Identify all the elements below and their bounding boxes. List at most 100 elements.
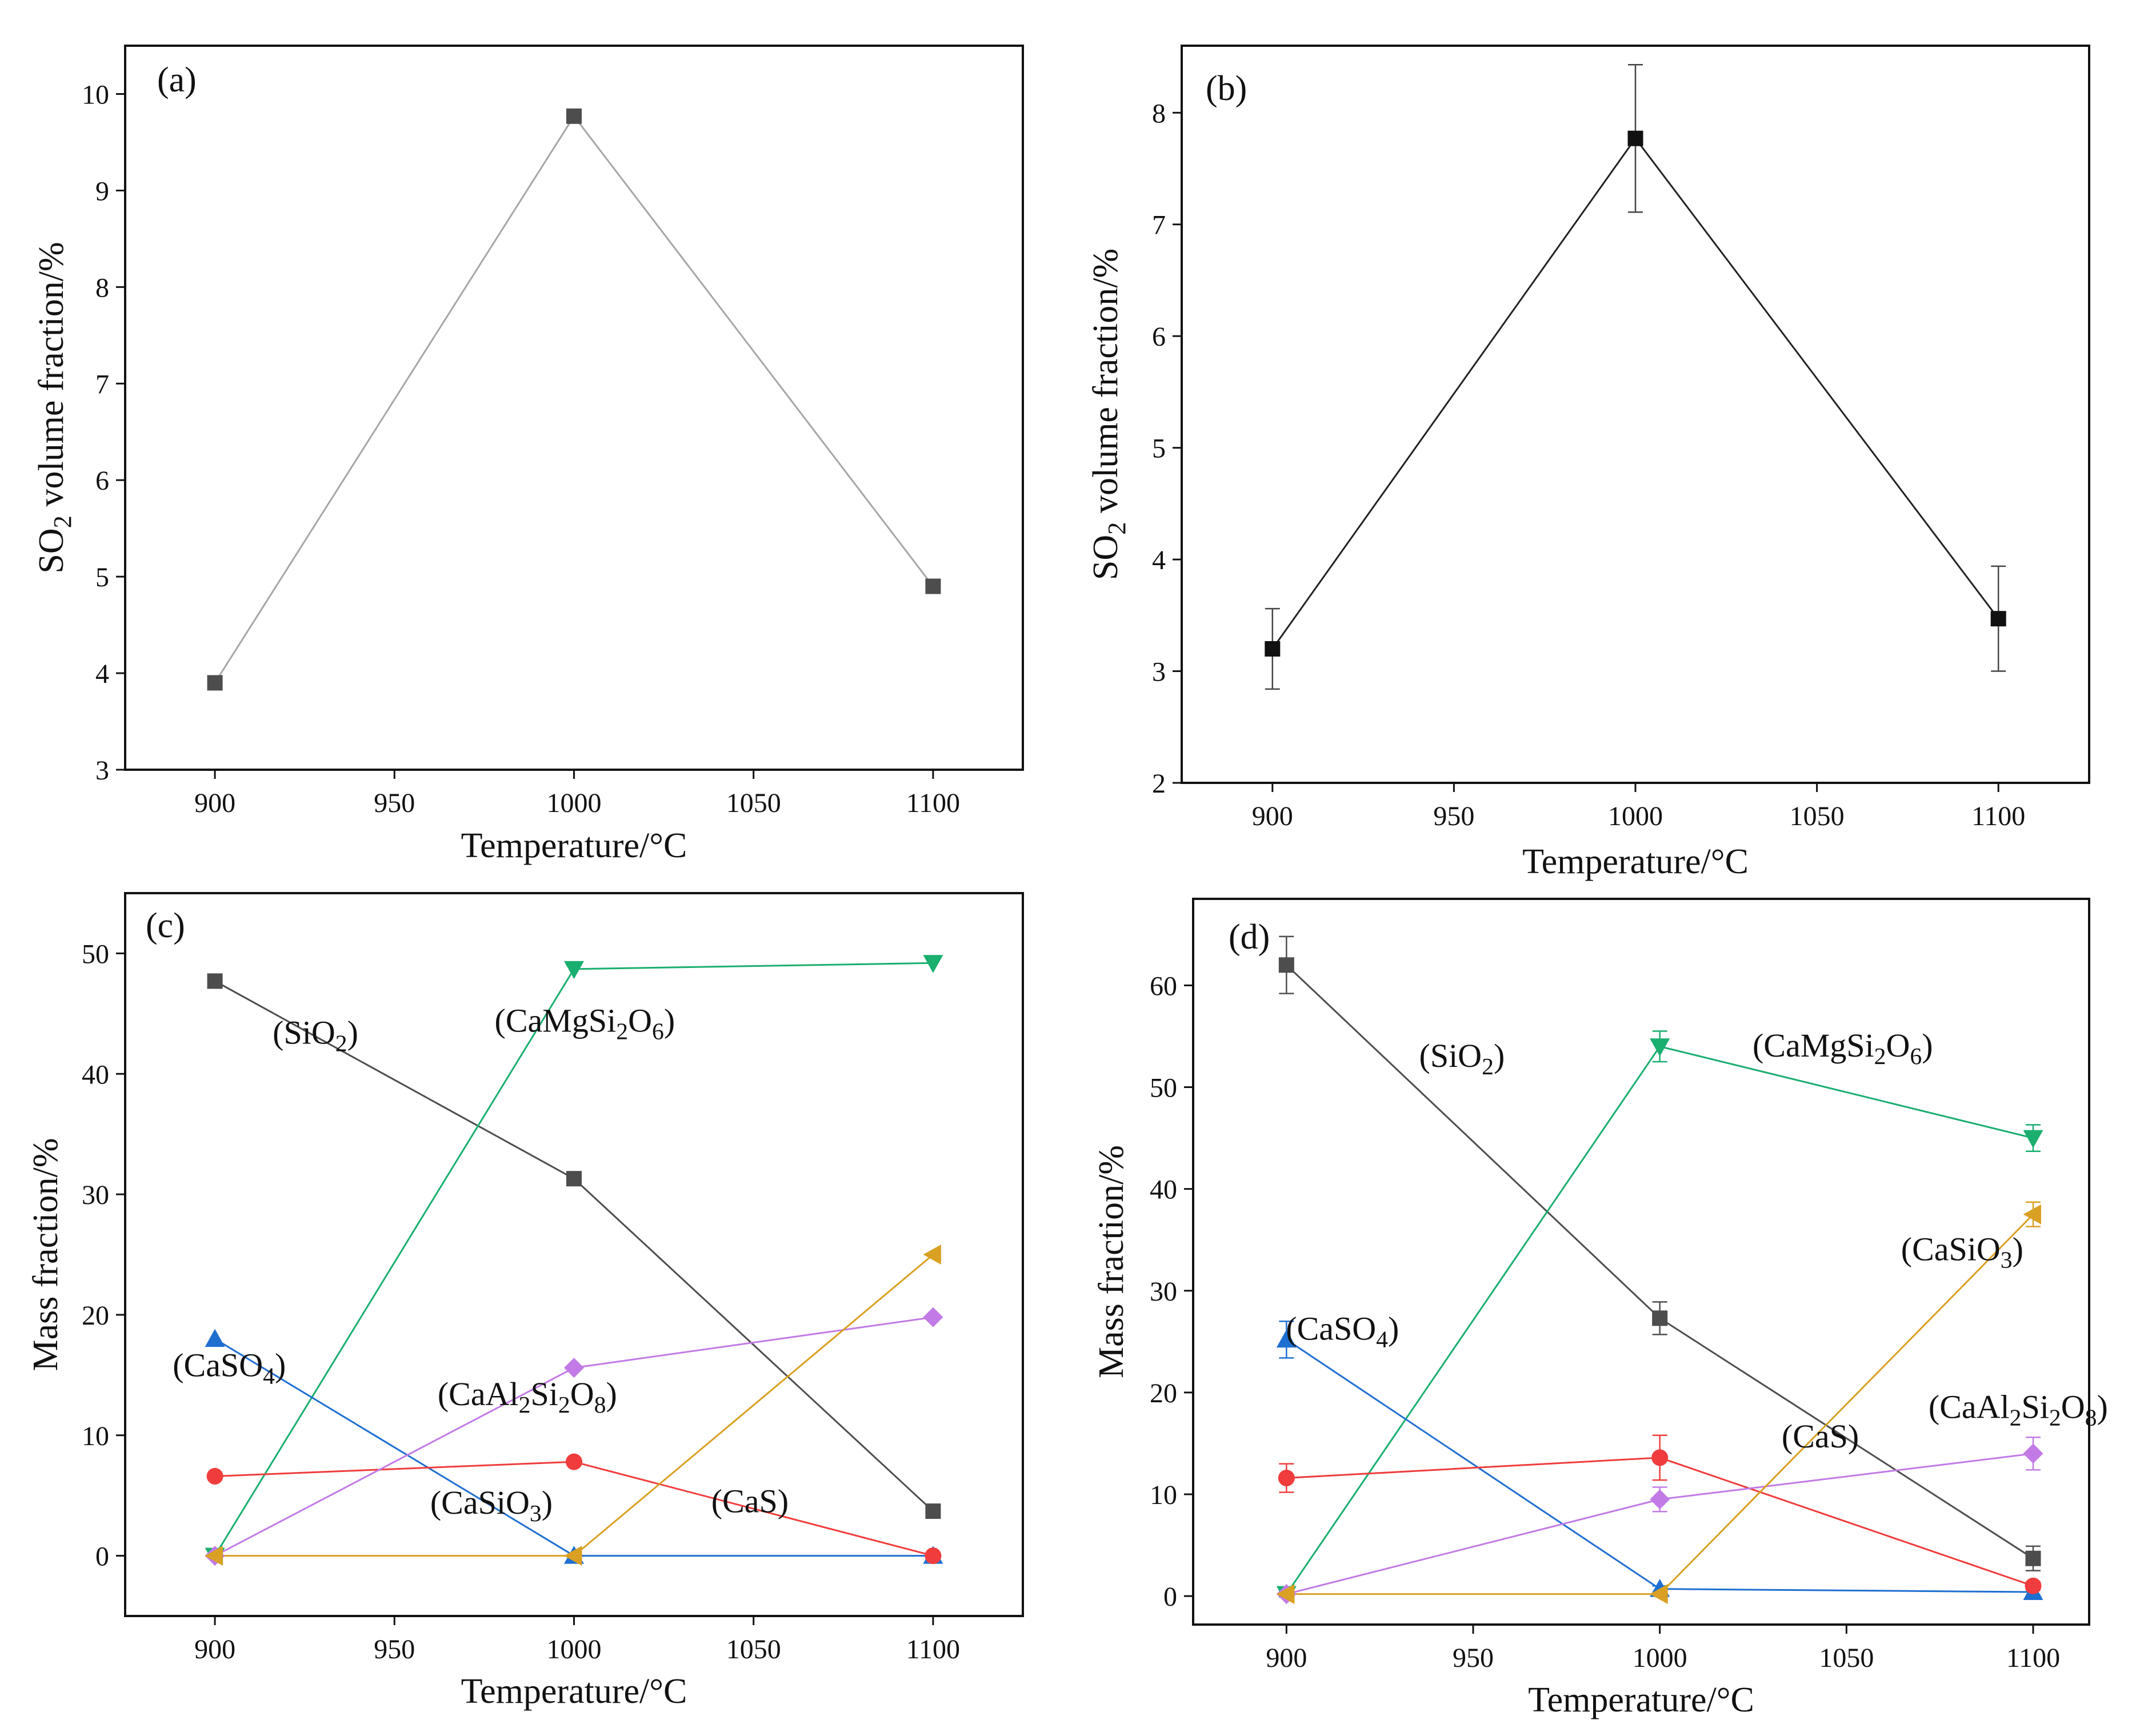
x-tick-label: 1100 — [1971, 801, 2025, 831]
series-annotation: (CaMgSi2O6) — [495, 1002, 675, 1045]
y-axis-title: SO2 volume fraction/% — [32, 242, 77, 573]
y-axis-title-part: volume fraction/% — [32, 242, 71, 515]
y-tick-label: 50 — [1150, 1073, 1177, 1103]
series-annotation: (SiO2) — [1419, 1037, 1505, 1080]
data-point-CaSiO3 — [1276, 1584, 1295, 1605]
panel-label: (a) — [157, 61, 197, 99]
series-annotation-part: 2 — [616, 1018, 628, 1045]
data-point-SO2 — [1990, 611, 2006, 627]
data-point-SiO2 — [566, 1171, 582, 1187]
series-annotation: (SiO2) — [273, 1014, 358, 1057]
y-tick-label: 0 — [95, 1542, 109, 1572]
x-axis-title: Temperature/°C — [461, 826, 687, 865]
y-tick-label: 20 — [82, 1301, 109, 1331]
data-point-SiO2 — [2025, 1550, 2041, 1566]
series-annotation-part: (CaS) — [1782, 1418, 1859, 1455]
series-annotation: (CaAl2Si2O8) — [1929, 1388, 2108, 1431]
y-tick-label: 10 — [82, 1421, 109, 1451]
data-point-SO2 — [566, 108, 582, 124]
series-annotation-part: 8 — [2085, 1405, 2097, 1431]
y-tick-label: 40 — [82, 1059, 109, 1090]
series-annotation-part: (CaMgSi — [495, 1002, 617, 1039]
series-annotation-part: (CaSO — [1286, 1310, 1376, 1347]
y-axis-title-part: Mass fraction/% — [1092, 1145, 1131, 1378]
data-point-CaSiO3 — [564, 1546, 582, 1566]
data-point-CaAl2Si2O8 — [923, 1307, 943, 1327]
data-point-SiO2 — [1278, 957, 1294, 973]
y-axis-title-part: 2 — [48, 515, 77, 528]
series-annotation: (CaAl2Si2O8) — [438, 1375, 617, 1418]
x-tick-label: 950 — [1433, 801, 1474, 831]
y-tick-label: 5 — [1152, 434, 1166, 464]
series-annotation: (CaSiO3) — [430, 1484, 553, 1527]
y-tick-label: 8 — [1152, 98, 1166, 129]
x-tick-label: 1050 — [726, 1634, 781, 1665]
x-tick-label: 900 — [194, 788, 235, 818]
data-point-CaSO4 — [1276, 1329, 1297, 1348]
y-tick-label: 60 — [1150, 971, 1177, 1001]
series-annotation-part: 2 — [1482, 1053, 1494, 1079]
series-annotation-part: 4 — [1376, 1326, 1388, 1353]
x-tick-label: 950 — [374, 788, 415, 818]
data-point-CaAl2Si2O8 — [564, 1358, 584, 1378]
y-tick-label: 10 — [82, 79, 109, 110]
series-annotation-part: ) — [542, 1484, 553, 1521]
series-annotation-part: O — [1886, 1027, 1910, 1064]
series-annotation-part: 2 — [519, 1392, 531, 1418]
series-annotation-part: ) — [347, 1014, 358, 1051]
series-annotation: (CaSO4) — [1286, 1310, 1399, 1353]
series-annotation-part: 6 — [1910, 1043, 1922, 1070]
series-annotation-part: 2 — [2049, 1405, 2061, 1431]
y-tick-label: 5 — [95, 562, 109, 593]
y-axis-title-part: volume fraction/% — [1086, 249, 1125, 522]
series-annotation: (CaS) — [711, 1483, 789, 1520]
panel-c: 900 950 1000 1050 1100 0 10 20 30 40 50 Temperature… — [26, 892, 1024, 1711]
data-point-SO2 — [1627, 130, 1643, 146]
y-tick-label: 2 — [1152, 769, 1166, 799]
data-point-CaSiO3 — [1650, 1584, 1668, 1605]
x-tick-label: 900 — [1266, 1643, 1307, 1673]
data-point-CaMgSi2O6 — [923, 955, 943, 973]
x-tick-label: 1100 — [2006, 1643, 2060, 1673]
series-annotation-part: O — [570, 1375, 594, 1413]
panel-label: (c) — [146, 906, 185, 945]
y-tick-label: 8 — [95, 273, 109, 303]
y-axis-title-group: Mass fraction/% — [1092, 1145, 1131, 1378]
y-axis-title: Mass fraction/% — [1092, 1145, 1131, 1378]
data-point-CaS — [1651, 1449, 1669, 1466]
panel-b: 900 950 1000 1050 1100 2 3 4 5 6 7 8 Temperature/°C S… — [1086, 45, 2090, 881]
series-annotation: (CaSO4) — [173, 1346, 286, 1389]
series-annotation-part: 2 — [335, 1030, 347, 1057]
plot-frame — [124, 45, 1024, 771]
x-tick-label: 1050 — [1819, 1643, 1874, 1673]
x-tick-label: 1000 — [547, 788, 602, 818]
data-point-CaMgSi2O6 — [1650, 1038, 1670, 1057]
plot-frame — [1192, 898, 2090, 1626]
series-line-SO2 — [1271, 137, 1999, 650]
y-tick-label: 40 — [1150, 1175, 1177, 1205]
data-point-CaSiO3 — [205, 1546, 223, 1566]
data-point-CaSiO3 — [923, 1245, 941, 1265]
data-point-SiO2 — [1652, 1310, 1668, 1326]
data-point-SiO2 — [207, 973, 223, 989]
data-point-CaS — [2025, 1577, 2042, 1594]
x-tick-label: 1000 — [1608, 801, 1663, 831]
series-annotation-part: 2 — [2010, 1405, 2022, 1431]
x-tick-label: 900 — [194, 1634, 235, 1665]
y-axis-title: SO2 volume fraction/% — [1086, 249, 1131, 580]
series-annotation-part: ) — [606, 1375, 617, 1413]
panel-label: (d) — [1229, 918, 1270, 957]
series-annotation-part: 3 — [530, 1500, 542, 1526]
data-point-CaSiO3 — [2023, 1204, 2041, 1225]
x-tick-label: 900 — [1252, 801, 1293, 831]
data-point-CaS — [1278, 1470, 1295, 1487]
series-annotation-part: 3 — [2001, 1247, 2013, 1273]
data-point-CaMgSi2O6 — [564, 961, 584, 979]
series-annotation-part: Si — [2022, 1388, 2049, 1425]
series-annotation-part: (CaAl — [438, 1375, 519, 1413]
y-axis-title-group: SO2 volume fraction/% — [1086, 249, 1131, 580]
data-point-SO2 — [1265, 641, 1281, 657]
data-point-CaSO4 — [205, 1329, 225, 1347]
series-annotation: (CaMgSi2O6) — [1753, 1027, 1933, 1070]
panel-a: 900 950 1000 1050 1100 3 4 5 6 7 8 9 10 Temperature/°… — [32, 45, 1024, 865]
